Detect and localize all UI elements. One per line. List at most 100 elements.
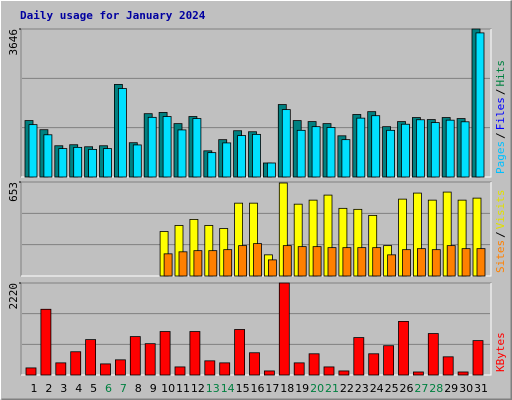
bar [73, 146, 83, 178]
bar [353, 337, 365, 376]
bar [177, 129, 187, 178]
bar [278, 282, 290, 376]
bar [341, 139, 351, 178]
chart-title: Daily usage for January 2024 [20, 9, 206, 22]
axis-label-part: Files [494, 97, 507, 130]
y-tick-label: 653 [7, 182, 20, 202]
axis-label: Pages/Files/Hits [494, 60, 507, 174]
bar [326, 127, 336, 178]
x-tick-label: 15 [236, 382, 250, 395]
bar [293, 362, 305, 376]
bar [207, 152, 217, 178]
bar [357, 247, 367, 277]
x-tick-label: 30 [459, 382, 473, 395]
bar [415, 119, 425, 178]
bar [431, 249, 441, 277]
bar [281, 109, 291, 178]
bar [398, 321, 409, 376]
bar [208, 250, 218, 277]
axis-label-part: / [494, 89, 507, 96]
x-tick-label: 8 [135, 382, 142, 395]
axis-label-part: / [494, 231, 507, 238]
x-tick-label: 29 [444, 382, 458, 395]
x-tick-label: 31 [474, 382, 488, 395]
bar [371, 115, 381, 178]
bar [174, 366, 186, 376]
axis-label-part: Pages [494, 141, 507, 174]
x-tick-label: 13 [206, 382, 220, 395]
bar [297, 246, 307, 277]
x-tick-label: 12 [191, 382, 205, 395]
bar [178, 251, 188, 277]
x-tick-label: 5 [90, 382, 97, 395]
bar [103, 148, 112, 178]
bar [472, 340, 484, 376]
bar [430, 122, 440, 178]
bar [372, 247, 382, 277]
axis-label-part: KBytes [494, 332, 507, 372]
axis-label-part: / [494, 132, 507, 139]
bar [267, 259, 277, 277]
bar [311, 126, 321, 178]
bar [189, 331, 201, 376]
bar [163, 253, 173, 277]
bar [387, 254, 397, 277]
x-tick-label: 1 [31, 382, 38, 395]
bar [234, 329, 246, 376]
bar [25, 367, 37, 376]
x-tick-label: 3 [60, 382, 67, 395]
x-tick-label: 14 [221, 382, 235, 395]
bar [461, 248, 471, 277]
bar [356, 117, 366, 178]
bar [457, 371, 469, 376]
bar [204, 360, 216, 376]
bar [312, 246, 322, 277]
bar [88, 148, 97, 178]
bar [118, 88, 127, 178]
bar [442, 356, 454, 376]
x-tick-label: 16 [251, 382, 265, 395]
bar [219, 362, 231, 376]
bar [100, 363, 111, 376]
bar [159, 331, 171, 376]
x-tick-label: 20 [310, 382, 324, 395]
axis-label-part: Sites [494, 240, 507, 273]
x-tick-label: 18 [280, 382, 294, 395]
bar [28, 124, 38, 178]
bar [249, 352, 260, 376]
bar [132, 144, 142, 178]
bar [129, 336, 141, 376]
x-tick-label: 21 [325, 382, 339, 395]
bar [147, 116, 157, 178]
bar [342, 247, 352, 277]
bar [445, 119, 455, 178]
x-tick-label: 23 [355, 382, 369, 395]
bar [58, 148, 68, 178]
bar [193, 250, 203, 277]
axis-label-part: Visits [494, 190, 507, 230]
x-tick-label: 19 [295, 382, 309, 395]
bar [476, 248, 486, 277]
bar [412, 371, 424, 376]
bar [427, 333, 439, 376]
x-tick-label: 6 [105, 382, 112, 395]
bar [308, 353, 320, 376]
bar [70, 351, 82, 376]
axis-label: KBytes [494, 332, 507, 372]
bar [162, 116, 172, 178]
x-tick-label: 2 [45, 382, 52, 395]
x-tick-label: 10 [161, 382, 175, 395]
bar [383, 345, 395, 376]
x-tick-label: 22 [340, 382, 354, 395]
axis-label-part: Hits [494, 60, 507, 87]
x-tick-label: 28 [429, 382, 443, 395]
x-tick-label: 17 [265, 382, 279, 395]
bar [475, 32, 485, 178]
bar [386, 129, 396, 178]
bar [266, 162, 276, 178]
bar [223, 249, 233, 277]
axis-label: Sites /Visits [494, 190, 507, 274]
bar [263, 370, 275, 376]
bar [85, 339, 96, 376]
